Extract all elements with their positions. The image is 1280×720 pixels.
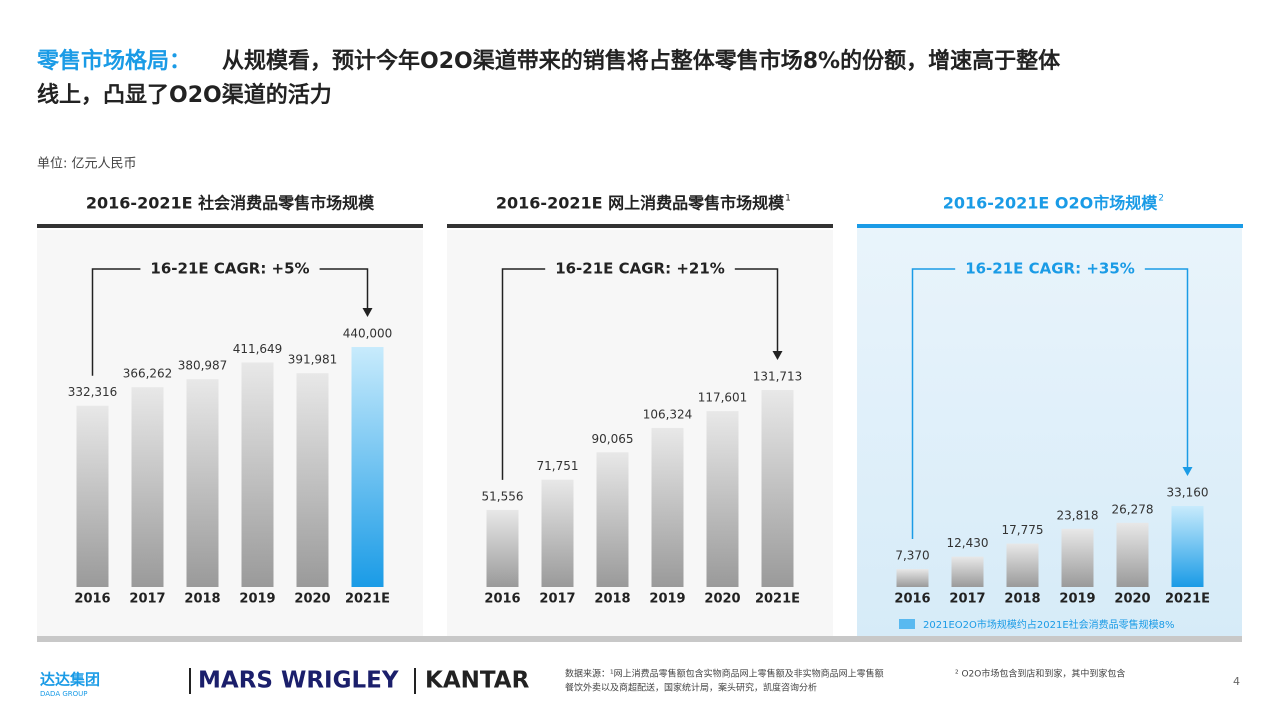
data-label: 117,601: [698, 391, 748, 405]
note: 2021EO2O市场规模约占2021E社会消费品零售规模8%: [923, 618, 1175, 631]
bar: [1171, 506, 1204, 587]
title: 从规模看，预计今年O2O渠道带来的销售将占整体零售市场8%的份额，增速高于整体: [222, 48, 1061, 74]
x-tick-label: 2016: [484, 592, 520, 607]
x-tick-label: 2020: [1114, 592, 1150, 607]
chart-title: 2016-2021E 社会消费品零售市场规模: [86, 194, 375, 213]
bar: [706, 411, 739, 587]
bar: [296, 373, 329, 587]
logo: KANTAR: [425, 668, 530, 694]
x-tick-label: 2019: [1059, 592, 1095, 607]
title: 线上，凸显了O2O渠道的活力: [37, 82, 332, 108]
bracket: [734, 268, 779, 352]
annotation: 16-21E CAGR: +21%: [555, 260, 725, 278]
bar: [241, 362, 274, 587]
title-highlight: 零售市场格局：: [36, 48, 191, 74]
arrowhead: [362, 308, 373, 317]
logo: 达达集团: [40, 671, 100, 689]
x-tick-label: 2018: [1004, 592, 1040, 607]
x-tick-label: 2019: [239, 592, 275, 607]
x-tick-label: 2017: [129, 592, 165, 607]
bracket: [319, 268, 369, 309]
bar: [486, 509, 519, 587]
x-tick-label: 2019: [649, 592, 685, 607]
data-label: 51,556: [482, 489, 524, 503]
bracket: [501, 268, 546, 480]
x-tick-label: 2018: [184, 592, 220, 607]
x-tick-label: 2018: [594, 592, 630, 607]
bar: [351, 347, 384, 587]
title-underline: [857, 224, 1243, 228]
chart-title: 2016-2021E 网上消费品零售市场规模: [496, 194, 785, 213]
data-label: 12,430: [947, 536, 989, 550]
data-label: 23,818: [1057, 508, 1099, 522]
logo-sub: DADA GROUP: [40, 690, 87, 698]
source: 数据来源：¹网上消费品零售额包含实物商品网上零售额及非实物商品网上零售额: [565, 668, 884, 680]
bracket: [1144, 268, 1189, 468]
bar: [761, 390, 794, 587]
data-label: 131,713: [753, 370, 803, 384]
data-label: 90,065: [592, 432, 634, 446]
bar: [76, 405, 109, 587]
bar: [1006, 543, 1039, 587]
data-label: 33,160: [1167, 486, 1209, 500]
chart-title: 2016-2021E O2O市场规模: [943, 194, 1159, 213]
bar: [1116, 522, 1149, 587]
bar: [896, 568, 929, 587]
x-tick-label: 2016: [74, 592, 110, 607]
panel-base: [37, 636, 1242, 642]
source: 餐饮外卖以及商超配送，国家统计局，案头研究，凯度咨询分析: [565, 682, 817, 694]
data-label: 366,262: [123, 367, 173, 381]
note-swatch: [899, 619, 915, 629]
x-tick-label: 2020: [704, 592, 740, 607]
arrowhead: [772, 351, 783, 360]
x-tick-label: 2021E: [345, 592, 390, 607]
unit: 单位: 亿元人民币: [37, 157, 137, 172]
x-tick-label: 2016: [894, 592, 930, 607]
bar: [951, 556, 984, 587]
annotation: 16-21E CAGR: +35%: [965, 260, 1135, 278]
data-label: 411,649: [233, 342, 283, 356]
bar: [131, 387, 164, 587]
bracket: [91, 268, 141, 376]
x-tick-label: 2017: [949, 592, 985, 607]
data-label: 17,775: [1002, 523, 1044, 537]
title-underline: [447, 224, 833, 228]
title-note: 2: [1158, 194, 1164, 204]
footnote: ² O2O市场包含到店和到家，其中到家包含: [955, 668, 1125, 680]
data-label: 332,316: [68, 385, 118, 399]
bar: [596, 452, 629, 587]
data-label: 106,324: [643, 407, 693, 421]
annotation: 16-21E CAGR: +5%: [150, 260, 309, 278]
bar: [651, 427, 684, 587]
data-label: 440,000: [343, 327, 393, 341]
x-tick-label: 2020: [294, 592, 330, 607]
data-label: 26,278: [1112, 502, 1154, 516]
x-tick-label: 2021E: [755, 592, 800, 607]
x-tick-label: 2021E: [1165, 592, 1210, 607]
bar: [186, 379, 219, 587]
page-number: 4: [1233, 675, 1240, 688]
bar: [541, 479, 574, 587]
data-label: 380,987: [178, 359, 228, 373]
logo: MARS WRIGLEY: [198, 668, 399, 694]
data-label: 391,981: [288, 353, 338, 367]
title-underline: [37, 224, 423, 228]
bar: [1061, 528, 1094, 587]
title-note: 1: [785, 194, 791, 204]
data-label: 7,370: [895, 548, 929, 562]
data-label: 71,751: [537, 459, 579, 473]
arrowhead: [1182, 467, 1193, 476]
x-tick-label: 2017: [539, 592, 575, 607]
bracket: [911, 268, 956, 539]
charts: 2016-2021E 社会消费品零售市场规模 332,316 2016 366,262…: [37, 194, 1243, 631]
